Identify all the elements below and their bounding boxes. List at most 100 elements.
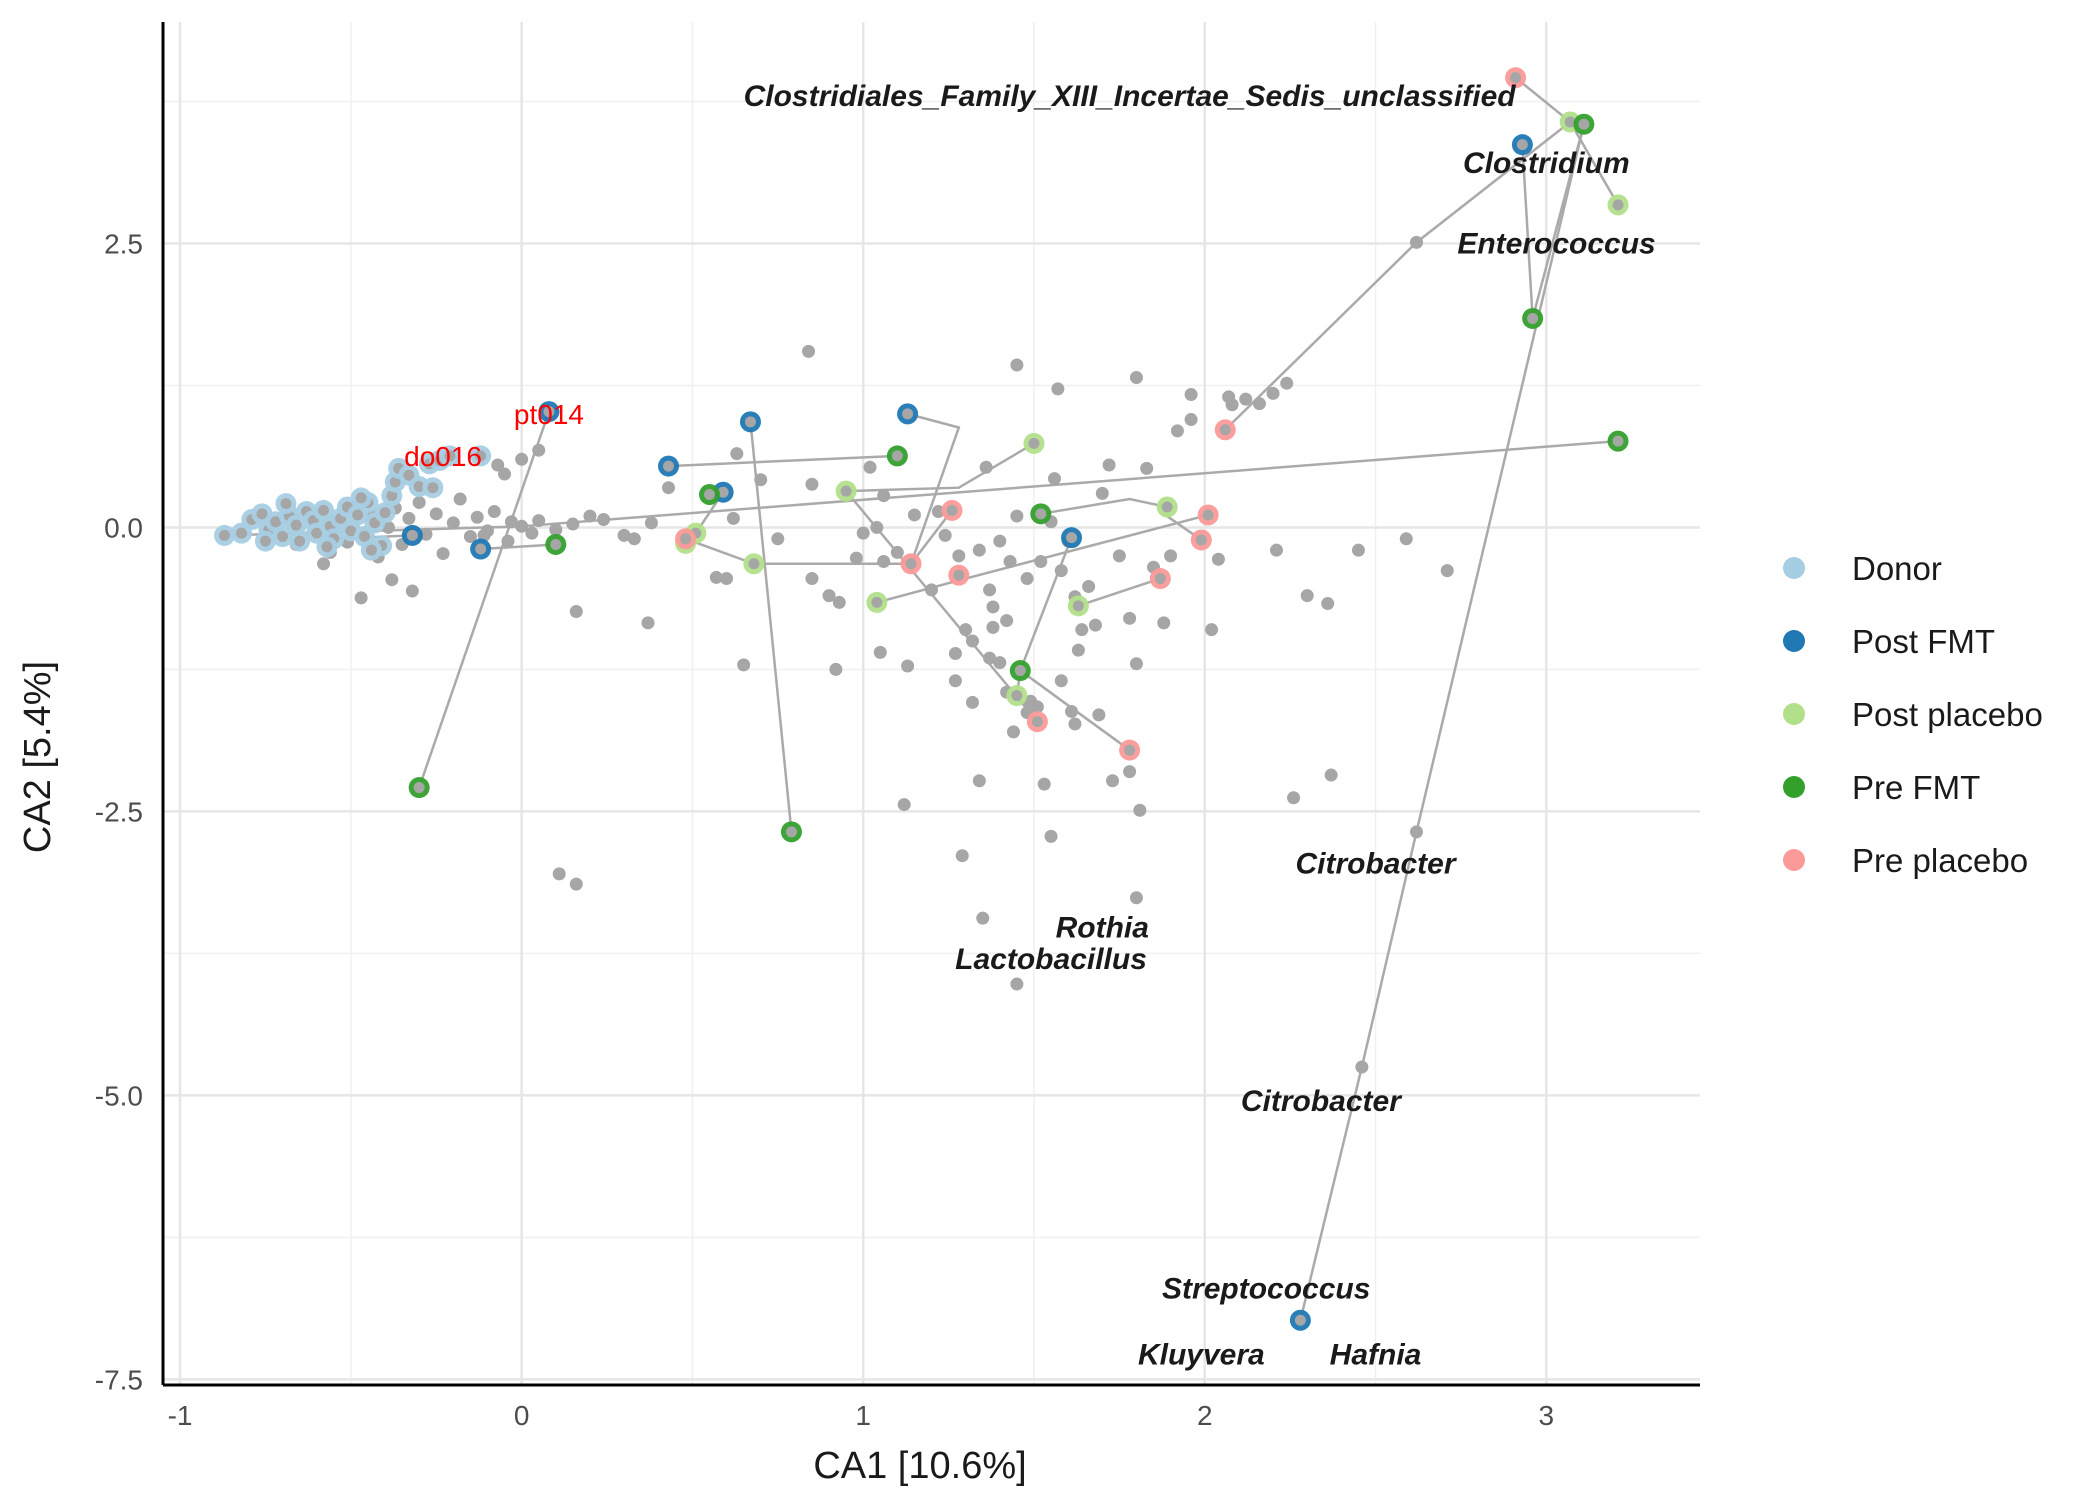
donor-point-center bbox=[427, 482, 439, 494]
taxon-point bbox=[549, 523, 563, 537]
taxon-point bbox=[1184, 413, 1198, 427]
taxon-point bbox=[890, 545, 904, 559]
taxon-point bbox=[1324, 768, 1338, 782]
post-fmt-point-center bbox=[1066, 532, 1078, 544]
x-tick-label: 2 bbox=[1197, 1400, 1213, 1431]
taxon-point bbox=[402, 511, 416, 525]
taxon-point bbox=[1068, 717, 1082, 731]
x-tick-label: 1 bbox=[855, 1400, 871, 1431]
taxon-point bbox=[1006, 725, 1020, 739]
taxon-point bbox=[771, 532, 785, 546]
post-placebo-point-center bbox=[1612, 199, 1624, 211]
pre-placebo-point-center bbox=[1154, 573, 1166, 585]
taxon-point bbox=[1112, 549, 1126, 563]
taxon-point bbox=[583, 509, 597, 523]
taxon-point bbox=[1123, 765, 1137, 779]
taxon-point bbox=[925, 583, 938, 597]
taxon-point bbox=[566, 517, 580, 531]
post-placebo-point-center bbox=[840, 485, 852, 497]
taxon-point bbox=[1133, 803, 1147, 817]
taxon-point bbox=[1410, 825, 1424, 839]
donor-point-center bbox=[389, 476, 401, 488]
taxon-point bbox=[532, 443, 546, 457]
taxon-point bbox=[1129, 371, 1143, 385]
taxon-point bbox=[897, 798, 911, 812]
taxon-point bbox=[597, 512, 611, 526]
taxon-point bbox=[552, 867, 566, 881]
taxon-point bbox=[1300, 589, 1314, 603]
taxon-point bbox=[1164, 549, 1178, 563]
taxon-point bbox=[463, 530, 477, 544]
donor-point-center bbox=[318, 504, 330, 516]
donor-point-center bbox=[359, 531, 371, 543]
post-fmt-point-center bbox=[663, 460, 675, 472]
taxon-point bbox=[470, 510, 484, 524]
taxon-point bbox=[1054, 674, 1068, 688]
taxon-point bbox=[1054, 564, 1068, 578]
taxon-point bbox=[1184, 388, 1198, 402]
taxon-point bbox=[948, 674, 962, 688]
taxon-point bbox=[754, 473, 768, 487]
taxon-point bbox=[993, 656, 1007, 670]
taxon-point bbox=[1211, 552, 1225, 566]
pre-placebo-point-center bbox=[1124, 744, 1136, 756]
post-fmt-point-center bbox=[475, 543, 487, 555]
post-fmt-point-center bbox=[406, 529, 418, 541]
donor-point-center bbox=[290, 519, 302, 531]
donor-point-center bbox=[236, 527, 248, 539]
trajectory-line bbox=[1299, 123, 1586, 1321]
taxon-point bbox=[1034, 555, 1048, 569]
post-fmt-point-center bbox=[902, 408, 914, 420]
pre-placebo-point-center bbox=[1031, 716, 1043, 728]
post-fmt-point-center bbox=[1516, 139, 1528, 151]
taxon-point bbox=[412, 495, 426, 509]
taxon-point bbox=[453, 492, 467, 506]
taxon-point bbox=[965, 634, 979, 648]
post-fmt-point-center bbox=[717, 486, 729, 498]
pre-placebo-point-center bbox=[905, 558, 917, 570]
pre-placebo-point-center bbox=[1219, 424, 1231, 436]
donor-point-center bbox=[345, 525, 357, 537]
x-tick-label: -1 bbox=[168, 1400, 193, 1431]
taxon-point bbox=[1170, 424, 1184, 438]
taxon-label: Citrobacter bbox=[1295, 848, 1457, 881]
taxon-point bbox=[1082, 580, 1096, 594]
taxon-point bbox=[1123, 611, 1137, 625]
major-gridlines bbox=[163, 22, 1700, 1385]
taxon-point bbox=[986, 620, 1000, 634]
post-placebo-point-center bbox=[1564, 116, 1576, 128]
taxon-point bbox=[525, 526, 539, 540]
taxon-point bbox=[952, 549, 966, 563]
sample-points bbox=[213, 67, 1629, 1331]
donor-point-center bbox=[444, 450, 456, 462]
taxon-point bbox=[1000, 614, 1014, 628]
pre-fmt-point-center bbox=[550, 538, 562, 550]
taxon-point bbox=[955, 849, 969, 863]
taxon-point bbox=[1266, 386, 1280, 400]
taxon-point bbox=[1106, 774, 1120, 788]
taxon-point bbox=[1075, 623, 1089, 637]
taxon-point bbox=[976, 911, 990, 925]
legend-label: Donor bbox=[1852, 550, 1942, 587]
donor-point-center bbox=[218, 529, 230, 541]
pre-fmt-point-center bbox=[1014, 665, 1026, 677]
taxon-point bbox=[901, 659, 915, 673]
taxon-point bbox=[822, 589, 836, 603]
trajectory-line bbox=[480, 543, 556, 551]
pre-placebo-point-center bbox=[1195, 534, 1207, 546]
taxon-point bbox=[849, 551, 863, 565]
legend-key bbox=[1783, 703, 1805, 725]
taxon-point bbox=[569, 604, 583, 618]
taxon-point bbox=[805, 572, 819, 586]
taxon-point bbox=[1269, 543, 1283, 557]
taxon-point bbox=[1355, 1060, 1369, 1074]
taxon-label: Citrobacter bbox=[1241, 1085, 1403, 1118]
y-axis-title: CA2 [5.4%] bbox=[17, 661, 59, 853]
donor-point-center bbox=[277, 531, 289, 543]
taxon-point bbox=[515, 452, 529, 466]
taxon-point bbox=[487, 505, 501, 519]
tick-labels: -1 0 1 2 3 -7.5 -5.0 -2.5 0.0 2.5 bbox=[95, 228, 1554, 1431]
post-fmt-point-center bbox=[543, 406, 555, 418]
